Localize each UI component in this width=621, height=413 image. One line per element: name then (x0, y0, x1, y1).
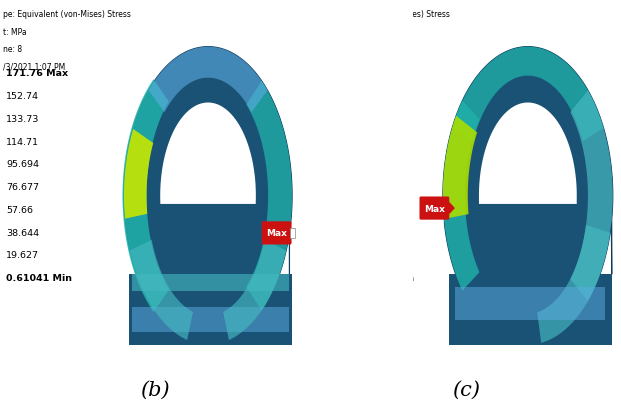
Text: Type: Equivalent (von-Mises) Stress: Type: Equivalent (von-Mises) Stress (314, 10, 450, 19)
Bar (320, 199, 340, 221)
Polygon shape (129, 275, 292, 345)
Text: /3/2021 1:07 PM: /3/2021 1:07 PM (3, 62, 65, 71)
Bar (320, 267, 340, 289)
Bar (320, 153, 340, 176)
Text: Max: Max (266, 229, 287, 238)
Text: 126.53 Max: 126.53 Max (348, 69, 410, 78)
Polygon shape (443, 47, 613, 342)
Text: 114.71: 114.71 (6, 137, 39, 146)
Bar (320, 131, 340, 153)
Text: 70.422: 70.422 (348, 160, 381, 169)
FancyBboxPatch shape (262, 222, 292, 245)
Text: 14.318: 14.318 (348, 251, 381, 260)
FancyArrow shape (448, 202, 455, 215)
Text: 0.29194 Min: 0.29194 Min (348, 273, 414, 282)
Text: 19.627: 19.627 (6, 251, 39, 260)
Text: (c): (c) (451, 380, 480, 399)
Polygon shape (247, 82, 292, 311)
Text: 95.694: 95.694 (6, 160, 39, 169)
Bar (320, 62, 340, 85)
Polygon shape (148, 47, 268, 113)
Polygon shape (122, 80, 169, 312)
Text: t: MPa: t: MPa (3, 28, 27, 37)
Polygon shape (443, 116, 477, 219)
Polygon shape (132, 308, 289, 332)
Text: 76.677: 76.677 (6, 183, 39, 192)
Polygon shape (223, 240, 286, 340)
Bar (290, 228, 294, 238)
Bar (320, 176, 340, 198)
Text: 4/23/2021 1:07 PM: 4/23/2021 1:07 PM (314, 62, 386, 71)
Text: 28.344: 28.344 (348, 228, 381, 237)
Polygon shape (455, 287, 605, 320)
Bar (320, 244, 340, 266)
Text: (b): (b) (140, 380, 170, 399)
FancyBboxPatch shape (420, 197, 450, 220)
Polygon shape (448, 275, 612, 345)
Text: 112.5: 112.5 (348, 92, 374, 101)
Text: 42.37: 42.37 (348, 205, 375, 214)
Text: 171.76 Max: 171.76 Max (6, 69, 68, 78)
Bar (320, 221, 340, 244)
Text: ne: 8: ne: 8 (3, 45, 22, 54)
Polygon shape (124, 130, 153, 219)
Text: Max: Max (424, 204, 445, 213)
Text: 57.66: 57.66 (6, 205, 33, 214)
Text: 38.644: 38.644 (6, 228, 39, 237)
Text: pe: Equivalent (von-Mises) Stress: pe: Equivalent (von-Mises) Stress (3, 10, 131, 19)
Bar (310, 0, 413, 413)
Text: 0.61041 Min: 0.61041 Min (6, 273, 72, 282)
Text: Time: 8: Time: 8 (314, 45, 342, 54)
Polygon shape (130, 240, 193, 340)
Polygon shape (537, 225, 610, 343)
Polygon shape (570, 91, 613, 301)
Text: 133.73: 133.73 (6, 114, 40, 123)
Bar (320, 108, 340, 130)
Polygon shape (479, 103, 577, 204)
Text: 56.396: 56.396 (348, 183, 381, 192)
Polygon shape (160, 103, 256, 204)
Text: 152.74: 152.74 (6, 92, 39, 101)
Polygon shape (124, 47, 292, 340)
Text: 98.474: 98.474 (348, 114, 381, 123)
Text: Unit: MPa: Unit: MPa (314, 28, 350, 37)
Polygon shape (452, 47, 604, 142)
Polygon shape (132, 275, 289, 291)
Text: 84.448: 84.448 (348, 137, 381, 146)
Bar (320, 85, 340, 107)
Polygon shape (443, 102, 479, 291)
